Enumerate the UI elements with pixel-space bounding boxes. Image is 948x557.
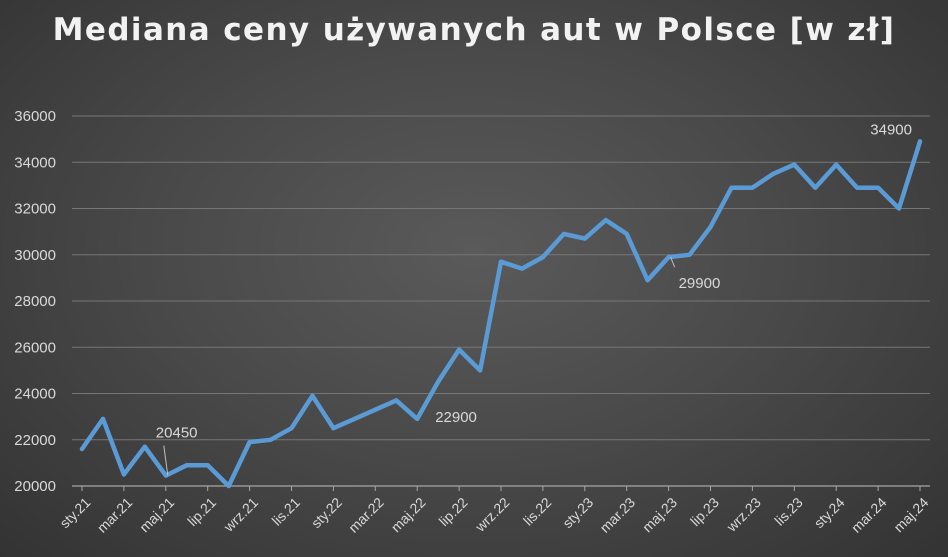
x-tick-label: maj.24 [890, 494, 931, 535]
x-tick-label: maj.23 [639, 494, 680, 535]
x-tick-label: mar.22 [345, 494, 387, 536]
x-tick-label: wrz.22 [471, 494, 512, 535]
x-tick-label: sty.23 [559, 494, 596, 531]
series-line [79, 139, 923, 489]
x-tick-label: lis.22 [520, 494, 555, 529]
y-tick-label: 26000 [14, 339, 56, 356]
x-tick-label: mar.23 [597, 494, 639, 536]
y-tick-label: 28000 [14, 293, 56, 310]
y-tick-label: 32000 [14, 201, 56, 218]
x-tick-label: mar.21 [94, 494, 136, 536]
x-tick-label: sty.24 [811, 494, 848, 531]
data-label-leader [163, 445, 169, 476]
x-tick-label: lip.23 [687, 494, 722, 529]
y-tick-label: 22000 [14, 432, 56, 449]
y-tick-label: 36000 [14, 108, 56, 125]
x-tick-label: lis.23 [771, 494, 806, 529]
x-tick-labels: sty.21 mar.21 maj.21 lip.21 wrz.21 lis.21 sty.… [56, 494, 931, 536]
y-tick-labels: 20000 22000 24000 26000 28000 30000 32000 34000… [14, 108, 56, 495]
grid-lines [72, 115, 930, 441]
x-tick-label: wrz.21 [220, 494, 261, 535]
x-tick-label: sty.21 [56, 494, 93, 531]
x-tick-label: sty.22 [308, 494, 345, 531]
x-tick-label: lis.21 [269, 494, 304, 529]
x-tick-label: maj.21 [136, 494, 177, 535]
y-tick-label: 20000 [14, 478, 56, 495]
x-tick-label: wrz.23 [723, 494, 764, 535]
y-tick-label: 30000 [14, 247, 56, 264]
data-labels: 20450 22900 29900 34900 [156, 121, 912, 476]
data-label: 22900 [435, 409, 477, 426]
x-tick-label: lip.21 [184, 494, 219, 529]
x-tick-label: lip.22 [436, 494, 471, 529]
x-tick-label: mar.24 [848, 494, 890, 536]
series [79, 139, 923, 489]
data-label: 20450 [156, 425, 198, 442]
data-label-leader [670, 256, 676, 268]
y-tick-label: 34000 [14, 154, 56, 171]
y-tick-label: 24000 [14, 386, 56, 403]
x-tick-label: maj.22 [388, 494, 429, 535]
data-label: 29900 [679, 275, 721, 292]
axes [72, 485, 930, 491]
data-label: 34900 [870, 121, 912, 138]
chart-title: Mediana ceny używanych aut w Polsce [w z… [52, 12, 896, 48]
